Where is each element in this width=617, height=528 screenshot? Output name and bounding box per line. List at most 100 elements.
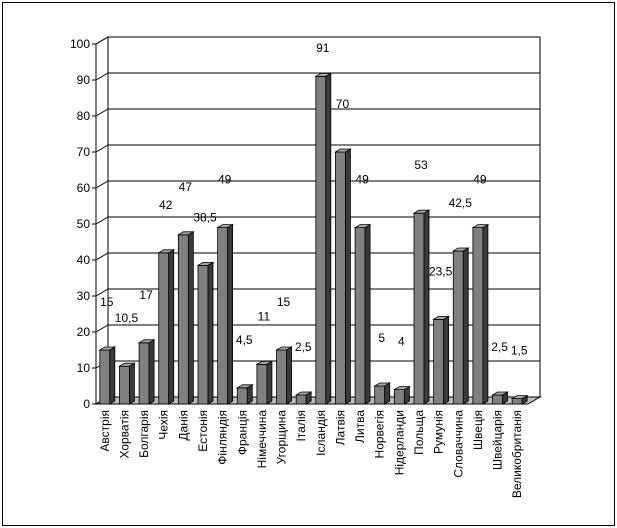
bar-top: [510, 395, 529, 400]
bar-front: [138, 342, 150, 405]
gridline-side: [95, 72, 109, 81]
y-tick-label: 0: [83, 397, 90, 411]
gridline-side: [95, 144, 109, 153]
bar-front: [276, 349, 287, 405]
bar-top: [334, 148, 352, 153]
x-tick-label: Латвія: [333, 410, 347, 445]
data-label: 42,5: [449, 196, 473, 210]
bar: [451, 247, 470, 405]
data-label: 47: [179, 180, 193, 194]
bar-front: [472, 227, 484, 405]
bar: [118, 362, 136, 405]
bar-top: [196, 261, 215, 266]
bar-top: [137, 339, 156, 344]
bar-side: [266, 360, 273, 405]
x-axis-tick-labels: Австрія Хорватія Болгарія Чехія Данія Естонія…: [98, 410, 524, 498]
bar-top: [353, 224, 372, 229]
bar: [235, 384, 254, 405]
y-tick-label: 80: [77, 109, 91, 123]
bar-front: [295, 394, 307, 405]
bar-side: [364, 223, 371, 405]
bar-side: [482, 223, 489, 405]
y-tick-label: 70: [77, 145, 91, 159]
data-label: 42: [159, 198, 173, 212]
data-label: 91: [316, 41, 330, 55]
x-tick-label: Німеччина: [255, 410, 269, 469]
bar-front: [413, 212, 425, 405]
bar-top: [118, 362, 136, 367]
bar-top: [471, 224, 490, 229]
x-tick-label: Угорщина: [275, 410, 289, 465]
x-tick-label: Фінляндія: [216, 410, 230, 465]
y-tick-label: 60: [77, 181, 91, 195]
bar-side: [384, 382, 391, 405]
bar: [334, 148, 352, 405]
bar-front: [393, 389, 405, 405]
x-tick-label: Норвегія: [373, 410, 387, 458]
bar-top: [294, 391, 313, 396]
bar: [392, 385, 411, 405]
y-tick-label: 20: [77, 325, 91, 339]
data-label: 15: [277, 295, 291, 309]
data-label: 1,5: [511, 344, 528, 358]
y-axis-tick-labels: 0 10 20 30 40 50 60 70 80 90 100: [70, 37, 90, 411]
x-tick-label: Італія: [294, 410, 308, 442]
bar-front: [119, 365, 130, 405]
x-tick-label: Словаччина: [451, 410, 465, 478]
y-tick-label: 40: [77, 253, 91, 267]
bar-front: [335, 151, 346, 405]
bar: [432, 315, 451, 405]
bar-side: [325, 72, 332, 405]
y-tick-label: 30: [77, 289, 91, 303]
bar: [412, 209, 431, 405]
bar-top: [157, 249, 176, 254]
bar-front: [492, 394, 503, 405]
data-label: 49: [218, 173, 232, 187]
bar-front: [374, 385, 386, 405]
bar-side: [168, 249, 175, 405]
bar: [216, 223, 235, 405]
data-label: 5: [378, 331, 385, 345]
gridline-side: [95, 252, 109, 261]
y-tick-label: 100: [70, 37, 90, 51]
bar: [196, 261, 215, 405]
bar-top: [491, 391, 509, 396]
x-tick-label: Швеція: [471, 410, 485, 450]
bar-front: [511, 398, 523, 405]
x-tick-label: Польща: [412, 410, 426, 455]
bar-top: [412, 209, 431, 214]
x-tick-label: Чехія: [157, 410, 171, 440]
bar: [294, 391, 313, 405]
bar-side: [207, 261, 214, 405]
bar-front: [315, 76, 327, 405]
bar: [373, 382, 392, 405]
bar-side: [423, 209, 430, 405]
bar-front: [158, 252, 170, 405]
bar-front: [217, 227, 229, 405]
bar-front: [433, 318, 445, 405]
x-tick-label: Ісландія: [314, 410, 328, 456]
bar-side: [286, 346, 292, 405]
bar-top: [314, 73, 333, 77]
bar-top: [451, 247, 470, 252]
bar-front: [99, 349, 111, 405]
bar-front: [177, 234, 189, 405]
bar-top: [98, 346, 117, 351]
x-tick-label: Швейцарія: [491, 410, 505, 470]
x-tick-label: Болгарія: [137, 410, 151, 458]
bar-side: [345, 148, 351, 405]
x-tick-label: Австрія: [98, 410, 112, 452]
x-tick-label: Франція: [235, 410, 249, 455]
bar-side: [227, 223, 234, 405]
bar-side: [148, 339, 155, 405]
bar: [314, 72, 333, 405]
data-label: 23,5: [429, 264, 453, 278]
bar-top: [216, 224, 235, 229]
bar-top: [255, 360, 274, 365]
bar: [157, 249, 176, 405]
data-label: 38,5: [193, 210, 217, 224]
x-tick-label: Естонія: [196, 410, 210, 452]
x-tick-label: Хорватія: [117, 410, 131, 459]
data-label: 2,5: [295, 340, 312, 354]
